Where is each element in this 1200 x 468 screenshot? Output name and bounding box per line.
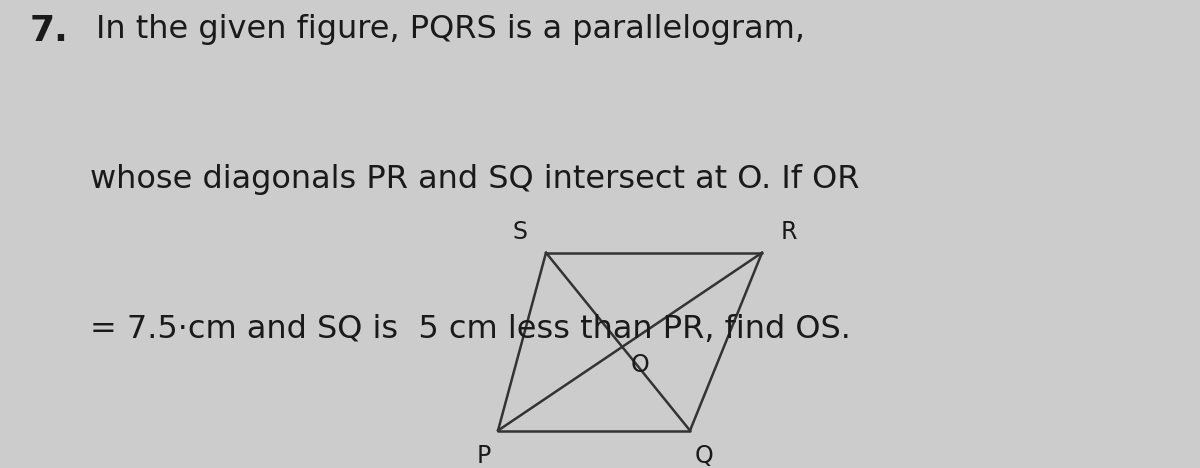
Text: R: R xyxy=(780,219,797,244)
Text: 7.: 7. xyxy=(30,14,68,48)
Text: O: O xyxy=(630,353,649,377)
Text: S: S xyxy=(512,219,527,244)
Text: In the given figure, PQRS is a parallelogram,: In the given figure, PQRS is a parallelo… xyxy=(96,14,805,45)
Text: = 7.5·cm and SQ is  5 cm less than PR, find OS.: = 7.5·cm and SQ is 5 cm less than PR, fi… xyxy=(90,314,851,344)
Text: whose diagonals PR and SQ intersect at O. If OR: whose diagonals PR and SQ intersect at O… xyxy=(90,164,859,195)
Text: P: P xyxy=(476,444,491,468)
Text: Q: Q xyxy=(695,444,714,468)
